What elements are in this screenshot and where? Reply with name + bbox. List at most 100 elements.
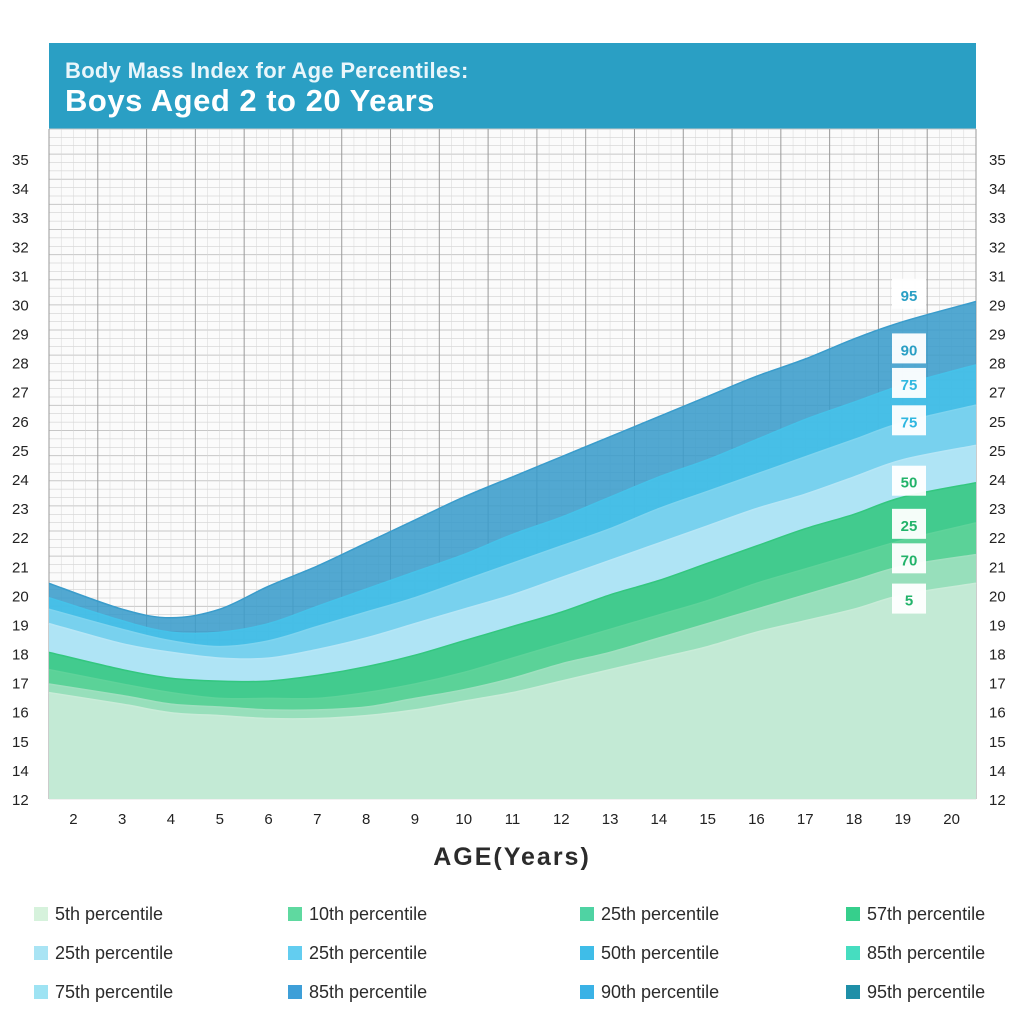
legend-swatch [846, 985, 860, 999]
y-tick-label-left: 20 [12, 588, 29, 605]
y-tick-label-right: 21 [989, 559, 1006, 576]
end-label-box [892, 508, 926, 539]
x-tick-label: 6 [264, 811, 272, 828]
y-tick-label-right: 33 [989, 210, 1006, 227]
end-label-box [892, 333, 926, 364]
y-tick-label-left: 34 [12, 181, 29, 198]
y-tick-label-right: 20 [989, 588, 1006, 605]
y-tick-label-right: 22 [989, 530, 1006, 547]
legend-item: 25th percentile [34, 942, 173, 964]
chart-title-line1: Body Mass Index for Age Percentiles: [65, 58, 469, 83]
legend-item: 85th percentile [846, 942, 985, 964]
legend-item: 85th percentile [288, 981, 427, 1003]
band-area-5-7 [49, 583, 976, 799]
x-tick-label: 4 [167, 811, 175, 828]
band-curve-75-2 [48, 404, 977, 648]
legend-label: 10th percentile [309, 903, 428, 924]
x-tick-label: 13 [602, 811, 619, 828]
y-tick-label-left: 30 [12, 297, 29, 314]
y-tick-label-right: 19 [989, 617, 1006, 634]
chart-title-line2: Boys Aged 2 to 20 Years [65, 83, 435, 118]
legend-label: 85th percentile [309, 981, 428, 1002]
y-tick-label-right: 29 [989, 327, 1006, 344]
percentile-end-labels: 95 90 75 75 50 25 70 5 [892, 278, 926, 614]
end-label-70: 70 [901, 552, 918, 569]
legend-item: 25th percentile [580, 903, 719, 925]
y-tick-label-right: 25 [989, 414, 1006, 431]
band-curve-95-0 [48, 300, 977, 619]
band-curve-70-6 [48, 553, 977, 711]
band-curve-50-4 [48, 481, 977, 683]
legend-label: 25th percentile [601, 903, 720, 924]
legend-swatch [846, 946, 860, 960]
y-tick-label-left: 18 [12, 647, 29, 664]
x-tick-label: 16 [748, 811, 765, 828]
legend-swatch [288, 907, 302, 921]
legend-item: 5th percentile [34, 903, 163, 925]
x-tick-label: 8 [362, 811, 370, 828]
y-tick-label-left: 26 [12, 414, 29, 431]
legend-label: 5th percentile [55, 903, 164, 924]
legend-label: 57th percentile [867, 903, 986, 924]
y-tick-label-left: 21 [12, 559, 29, 576]
band-curve-90-1 [48, 364, 977, 635]
legend-swatch [580, 907, 594, 921]
band-curve-25-5 [48, 522, 977, 700]
title-banner: Body Mass Index for Age Percentiles: Boy… [49, 43, 976, 129]
x-tick-label: 7 [313, 811, 321, 828]
x-tick-label: 10 [455, 811, 472, 828]
y-tick-label-left: 28 [12, 356, 29, 373]
y-tick-label-right: 35 [989, 152, 1006, 169]
legend-item: 75th percentile [34, 981, 173, 1003]
y-tick-label-left: 33 [12, 210, 29, 227]
y-tick-label-right: 17 [989, 676, 1006, 693]
y-tick-label-left: 27 [12, 385, 29, 402]
end-label-75: 75 [901, 414, 918, 431]
x-tick-label: 5 [216, 811, 224, 828]
legend-label: 25th percentile [55, 942, 174, 963]
end-label-box [892, 367, 926, 398]
band-curve-75-3 [48, 444, 977, 660]
legend-item: 57th percentile [846, 903, 985, 925]
x-tick-label: 14 [651, 811, 668, 828]
end-label-95: 95 [901, 288, 918, 305]
y-tick-label-left: 17 [12, 676, 29, 693]
y-tick-label-right: 34 [989, 181, 1006, 198]
y-tick-label-right: 16 [989, 705, 1006, 722]
legend-item: 25th percentile [288, 942, 427, 964]
x-axis-label: AGE(Years) [433, 843, 591, 871]
legend-swatch [288, 985, 302, 999]
end-label-box [892, 465, 926, 496]
y-tick-label-left: 35 [12, 152, 29, 169]
legend-label: 90th percentile [601, 981, 720, 1002]
x-tick-label: 2 [69, 811, 77, 828]
end-label-box [892, 405, 926, 436]
end-label-box [892, 583, 926, 614]
legend-label: 85th percentile [867, 942, 986, 963]
legend-label: 25th percentile [309, 942, 428, 963]
y-tick-label-right: 27 [989, 385, 1006, 402]
y-tick-label-left: 24 [12, 472, 29, 489]
y-tick-label-left: 22 [12, 530, 29, 547]
y-tick-label-right: 32 [989, 239, 1006, 256]
band-curve-5-7 [48, 582, 977, 720]
legend-item: 95th percentile [846, 981, 985, 1003]
legend-swatch [580, 985, 594, 999]
y-tick-label-right: 18 [989, 647, 1006, 664]
end-label-box [892, 543, 926, 574]
end-label-50: 50 [901, 475, 918, 492]
legend-swatch [846, 907, 860, 921]
y-tick-label-left: 15 [12, 734, 29, 751]
legend-swatch [34, 946, 48, 960]
end-label-75: 75 [901, 377, 918, 394]
y-tick-label-right: 25 [989, 443, 1006, 460]
y-tick-label-left: 12 [12, 792, 29, 809]
x-tick-label: 12 [553, 811, 570, 828]
y-tick-label-right: 29 [989, 297, 1006, 314]
legend-label: 95th percentile [867, 981, 986, 1002]
x-tick-label: 11 [505, 811, 521, 828]
y-tick-label-right: 24 [989, 472, 1006, 489]
end-label-box [892, 278, 926, 309]
